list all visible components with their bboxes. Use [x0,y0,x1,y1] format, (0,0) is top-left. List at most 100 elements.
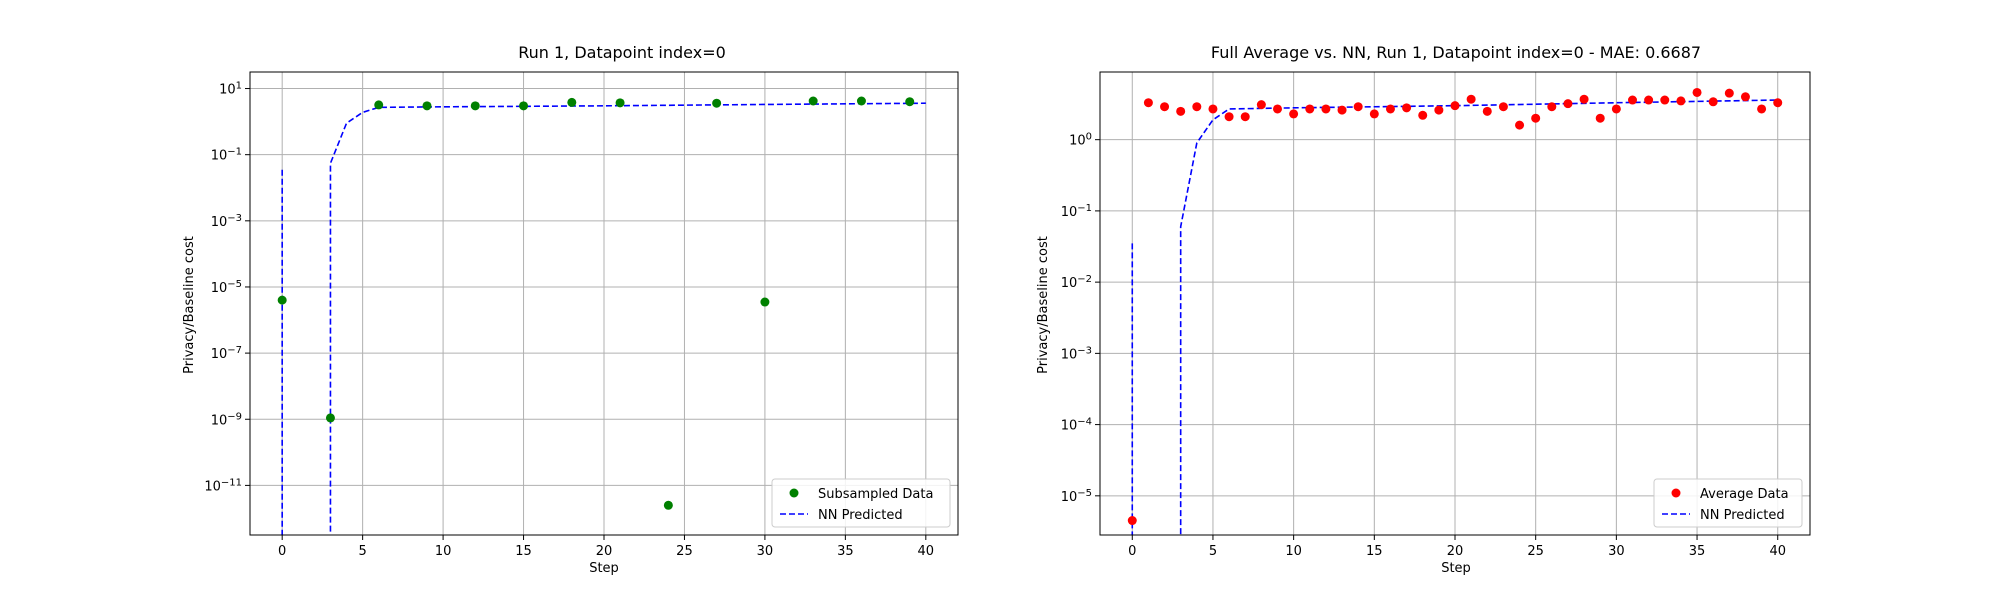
left-legend-marker [789,488,799,498]
right-x-tick-label: 40 [1769,544,1786,559]
right-data-point [1611,104,1621,114]
right-data-point [1692,87,1702,97]
right-data-point [1466,94,1476,104]
right-chart-plot-area: 0 5 10 15 20 25 30 35 40 100 10−1 10−2 10−3 10−4 10−5 A… [1061,71,1811,559]
right-nn-predicted-line [1131,99,1778,535]
left-data-point [519,101,529,111]
right-data-point [1176,106,1186,116]
right-data-point [1402,103,1412,113]
right-chart-y-axis-label: Privacy/Baseline cost [1036,236,1051,374]
right-legend-box [1653,478,1803,528]
right-series-group [1127,87,1783,535]
right-data-point [1160,102,1170,112]
right-data-point [1385,104,1395,114]
right-axes-frame [1099,71,1811,536]
right-data-point [1708,97,1718,107]
right-data-point [1515,120,1525,130]
left-chart-title: Run 1, Datapoint index=0 [518,43,726,62]
right-x-tick-label: 0 [1128,544,1136,559]
left-chart-plot-area: 0 5 10 15 20 25 30 35 40 101 10−1 10−3 10−5 10−7 10−9 1… [204,71,959,559]
left-data-point [277,295,287,305]
left-y-tick-label: 10−9 [211,411,242,429]
right-data-point [1660,95,1670,105]
right-legend-label: NN Predicted [1700,508,1785,523]
left-data-point [374,100,384,110]
right-data-point [1676,96,1686,106]
right-x-tick-label: 5 [1209,544,1217,559]
left-data-point [422,101,432,111]
left-chart-y-axis-label: Privacy/Baseline cost [182,236,197,374]
right-y-tick-label: 10−4 [1061,416,1092,434]
left-series-group [277,96,926,535]
right-x-tick-label: 30 [1608,544,1625,559]
left-axes-frame [249,71,959,536]
left-chart-panel: Run 1, Datapoint index=0 Step Privacy/Ba… [182,43,959,576]
left-data-point [760,297,770,307]
right-data-point [1418,110,1428,120]
right-data-point [1127,516,1137,526]
right-data-point [1353,102,1363,112]
right-data-point [1579,94,1589,104]
right-data-point [1273,104,1282,114]
left-legend-label: NN Predicted [818,508,903,523]
right-y-tick-label: 10−3 [1061,345,1092,363]
right-chart-panel: Full Average vs. NN, Run 1, Datapoint in… [1036,43,1811,576]
right-legend-label: Average Data [1700,487,1789,502]
left-x-tick-label: 15 [515,544,532,559]
right-data-point [1531,113,1541,123]
left-y-tick-label: 10−7 [211,345,242,363]
right-x-tick-label: 15 [1366,544,1383,559]
right-data-point [1740,92,1750,102]
right-x-tick-label: 25 [1527,544,1544,559]
left-data-point [856,96,866,106]
left-x-tick-label: 40 [918,544,935,559]
right-data-point [1192,102,1202,112]
right-data-point [1644,95,1654,105]
left-chart-x-axis-label: Step [589,561,619,576]
right-data-point [1256,100,1266,110]
right-data-point [1289,109,1299,119]
right-data-point [1724,88,1734,98]
right-legend: Average Data NN Predicted [1653,478,1803,528]
left-x-tick-label: 5 [358,544,366,559]
right-chart-x-axis-label: Step [1441,561,1471,576]
right-y-tick-label: 10−2 [1061,274,1092,292]
left-data-point [470,101,480,111]
right-chart-title: Full Average vs. NN, Run 1, Datapoint in… [1211,43,1701,62]
right-data-point [1143,98,1153,108]
right-data-point [1337,105,1347,115]
right-data-point [1369,109,1379,119]
left-y-tick-label: 10−1 [211,146,242,164]
left-data-point [567,97,577,107]
right-data-point [1757,104,1767,114]
left-x-tick-label: 0 [278,544,286,559]
left-x-tick-label: 20 [596,544,613,559]
right-data-point [1305,104,1315,114]
right-y-tick-label: 100 [1069,131,1092,149]
left-y-tick-label: 10−11 [204,477,242,495]
left-data-point [905,97,915,107]
right-y-tick-label: 10−5 [1061,487,1092,505]
left-legend-label: Subsampled Data [818,487,933,502]
left-x-tick-label: 25 [676,544,693,559]
right-data-point [1450,101,1460,111]
left-data-point [615,98,625,108]
right-data-point [1321,104,1331,114]
right-data-point [1628,95,1637,105]
left-y-tick-label: 10−5 [211,278,242,296]
right-data-point [1434,105,1444,115]
left-legend: Subsampled Data NN Predicted [771,478,951,528]
right-data-point [1773,98,1783,108]
right-data-point [1224,112,1234,122]
right-data-point [1208,104,1218,114]
left-x-tick-label: 30 [757,544,774,559]
right-data-point [1595,113,1605,123]
right-data-point [1240,112,1250,122]
right-y-tick-label: 10−1 [1061,202,1092,220]
left-data-point [808,96,818,106]
right-data-point [1482,106,1492,116]
left-y-tick-label: 101 [219,80,242,98]
right-x-tick-label: 10 [1285,544,1302,559]
left-data-point [325,413,335,423]
